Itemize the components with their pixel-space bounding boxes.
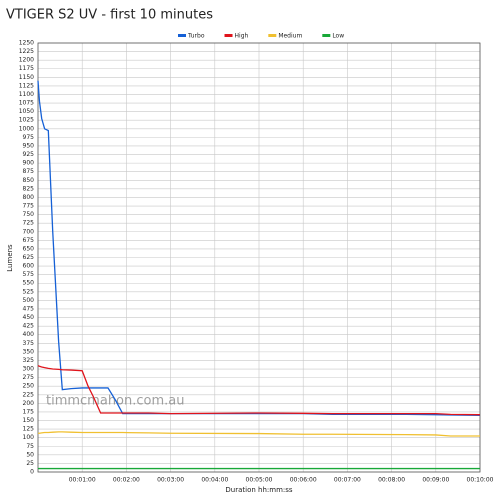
plot-frame	[37, 42, 481, 473]
y-tick-label: 425	[23, 323, 35, 330]
x-tick-label: 00:05:00	[246, 477, 273, 484]
y-tick-label: 750	[23, 211, 35, 218]
y-tick-label: 1025	[19, 117, 34, 124]
y-tick-label: 350	[23, 348, 35, 355]
y-tick-label: 550	[23, 280, 35, 287]
legend-swatch	[322, 34, 331, 37]
x-tick-label: 00:02:00	[113, 477, 140, 484]
y-tick-label: 25	[26, 460, 34, 467]
y-tick-label: 800	[23, 194, 35, 201]
x-tick-label: 00:01:00	[69, 477, 96, 484]
y-tick-label: 650	[23, 245, 35, 252]
x-tick-label: 00:06:00	[290, 477, 317, 484]
legend-label: Low	[332, 33, 344, 40]
y-tick-label: 400	[23, 331, 35, 338]
legend-swatch	[268, 34, 277, 37]
y-tick-label: 600	[23, 263, 35, 270]
legend-label: Turbo	[187, 33, 205, 40]
y-tick-label: 875	[23, 168, 35, 175]
y-tick-label: 75	[26, 443, 34, 450]
y-tick-label: 975	[23, 134, 35, 141]
chart-title: VTIGER S2 UV - first 10 minutes	[6, 8, 213, 23]
y-tick-label: 1050	[19, 108, 34, 115]
y-tick-label: 1075	[19, 100, 34, 107]
y-tick-label: 1150	[19, 74, 34, 81]
y-tick-label: 950	[23, 142, 35, 149]
series-line	[37, 80, 481, 417]
y-tick-label: 1125	[19, 82, 34, 89]
y-tick-label: 375	[23, 340, 35, 347]
y-tick-label: 825	[23, 185, 35, 192]
x-tick-label: 00:08:00	[378, 477, 405, 484]
y-tick-label: 325	[23, 357, 35, 364]
y-tick-label: 0	[30, 469, 34, 476]
x-tick-label: 00:07:00	[334, 477, 361, 484]
y-tick-label: 50	[26, 451, 34, 458]
legend-label: Medium	[278, 33, 302, 40]
y-tick-label: 675	[23, 237, 35, 244]
y-tick-label: 225	[23, 391, 35, 398]
legend-swatch	[224, 34, 233, 37]
y-tick-label: 275	[23, 374, 35, 381]
y-tick-label: 625	[23, 254, 35, 261]
y-tick-label: 1225	[19, 48, 34, 55]
y-tick-label: 850	[23, 177, 35, 184]
y-tick-label: 300	[23, 366, 35, 373]
y-tick-label: 575	[23, 271, 35, 278]
y-tick-label: 1200	[19, 57, 34, 64]
y-tick-label: 500	[23, 297, 35, 304]
y-tick-label: 175	[23, 408, 35, 415]
y-tick-label: 525	[23, 288, 35, 295]
y-tick-label: 475	[23, 305, 35, 312]
y-tick-label: 250	[23, 383, 35, 390]
x-tick-label: 00:10:00	[467, 477, 494, 484]
y-tick-label: 1100	[19, 91, 34, 98]
y-tick-label: 775	[23, 203, 35, 210]
y-tick-label: 700	[23, 228, 35, 235]
x-axis-label: Duration hh:mm:ss	[225, 486, 293, 494]
y-tick-label: 925	[23, 151, 35, 158]
series-line	[38, 431, 480, 437]
legend-label: High	[235, 33, 249, 40]
legend-swatch	[178, 34, 186, 37]
y-tick-label: 1175	[19, 65, 34, 72]
y-tick-label: 1000	[19, 125, 34, 132]
y-tick-label: 150	[23, 417, 35, 424]
x-tick-label: 00:04:00	[201, 477, 228, 484]
y-tick-label: 200	[23, 400, 35, 407]
y-tick-label: 100	[23, 434, 35, 441]
x-tick-label: 00:03:00	[157, 477, 184, 484]
series-line	[37, 365, 481, 416]
y-tick-label: 725	[23, 220, 35, 227]
x-tick-label: 00:09:00	[422, 477, 449, 484]
y-tick-label: 450	[23, 314, 35, 321]
y-tick-label: 1250	[19, 40, 34, 47]
y-tick-label: 900	[23, 160, 35, 167]
y-tick-label: 125	[23, 426, 35, 433]
y-axis-label: Lumens	[6, 244, 14, 272]
